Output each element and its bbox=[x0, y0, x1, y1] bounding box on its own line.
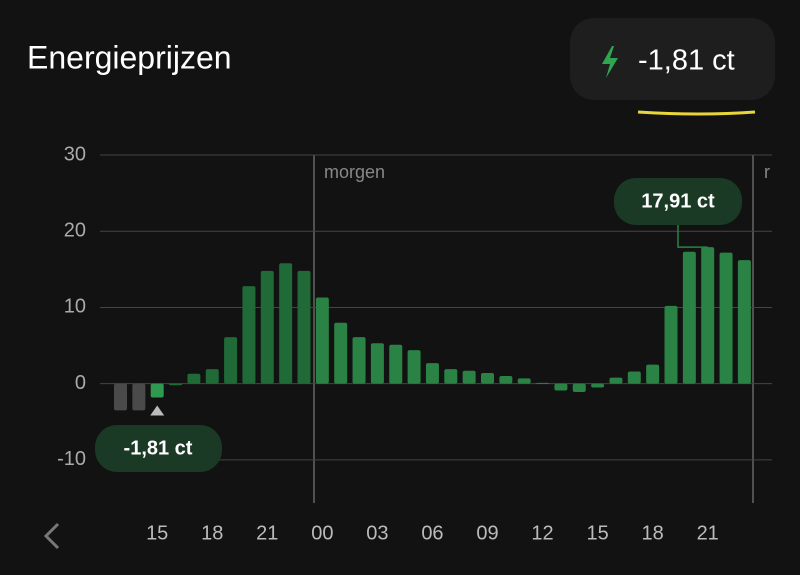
bar bbox=[315, 297, 329, 384]
bar bbox=[297, 270, 311, 384]
day-label: r bbox=[764, 162, 770, 182]
x-tick-label: 21 bbox=[256, 522, 278, 544]
value-label: -1,81 ct bbox=[124, 437, 193, 459]
x-tick-label: 21 bbox=[697, 522, 719, 544]
bar bbox=[462, 370, 476, 384]
bar bbox=[719, 252, 733, 384]
bar bbox=[279, 263, 293, 384]
current-price: -1,81 ct bbox=[638, 45, 735, 77]
bar bbox=[224, 337, 238, 384]
bar bbox=[370, 343, 384, 384]
x-tick-label: 15 bbox=[586, 522, 608, 544]
x-tick-label: 12 bbox=[531, 522, 553, 544]
value-bubble bbox=[95, 425, 222, 472]
bar bbox=[242, 286, 256, 384]
day-label: morgen bbox=[324, 162, 385, 182]
bar bbox=[627, 371, 641, 384]
bar bbox=[425, 363, 439, 384]
y-tick-label: 10 bbox=[64, 296, 86, 318]
bar bbox=[609, 377, 623, 384]
value-label: 17,91 ct bbox=[641, 190, 715, 212]
bar bbox=[407, 350, 421, 384]
bar bbox=[591, 383, 605, 388]
price-badge[interactable] bbox=[570, 18, 775, 100]
x-tick-label: 15 bbox=[146, 522, 168, 544]
x-tick-label: 18 bbox=[642, 522, 664, 544]
bar bbox=[334, 322, 348, 384]
y-tick-label: -10 bbox=[57, 448, 86, 470]
bar bbox=[572, 383, 586, 393]
bar bbox=[260, 270, 274, 384]
y-tick-label: 20 bbox=[64, 220, 86, 242]
title: Energieprijzen bbox=[27, 39, 232, 75]
bar bbox=[169, 383, 183, 386]
bar bbox=[682, 251, 696, 384]
back-arrow[interactable] bbox=[43, 522, 60, 550]
y-tick-label: 0 bbox=[75, 372, 86, 394]
marker bbox=[150, 405, 165, 416]
x-tick-label: 18 bbox=[201, 522, 223, 544]
bar bbox=[481, 372, 494, 384]
bar bbox=[499, 376, 513, 384]
bar bbox=[646, 364, 660, 384]
lightning-icon bbox=[602, 46, 618, 78]
y-tick-label: 30 bbox=[64, 143, 86, 165]
highlight-underline bbox=[637, 110, 756, 116]
bar bbox=[114, 383, 127, 411]
bar bbox=[701, 247, 715, 384]
bar bbox=[517, 378, 531, 384]
value-bubble bbox=[614, 178, 742, 225]
bar bbox=[536, 382, 550, 384]
bar bbox=[389, 344, 403, 384]
connector bbox=[677, 225, 708, 248]
bar bbox=[132, 383, 146, 411]
x-tick-label: 03 bbox=[366, 522, 388, 544]
bar bbox=[554, 383, 568, 391]
bar bbox=[737, 260, 751, 384]
bar bbox=[444, 369, 458, 384]
bar bbox=[205, 369, 219, 384]
bar bbox=[664, 305, 678, 384]
bar bbox=[187, 373, 201, 384]
x-tick-label: 06 bbox=[421, 522, 443, 544]
bar bbox=[150, 383, 164, 398]
x-tick-label: 09 bbox=[476, 522, 498, 544]
x-tick-label: 00 bbox=[311, 522, 333, 544]
bar bbox=[352, 337, 366, 384]
